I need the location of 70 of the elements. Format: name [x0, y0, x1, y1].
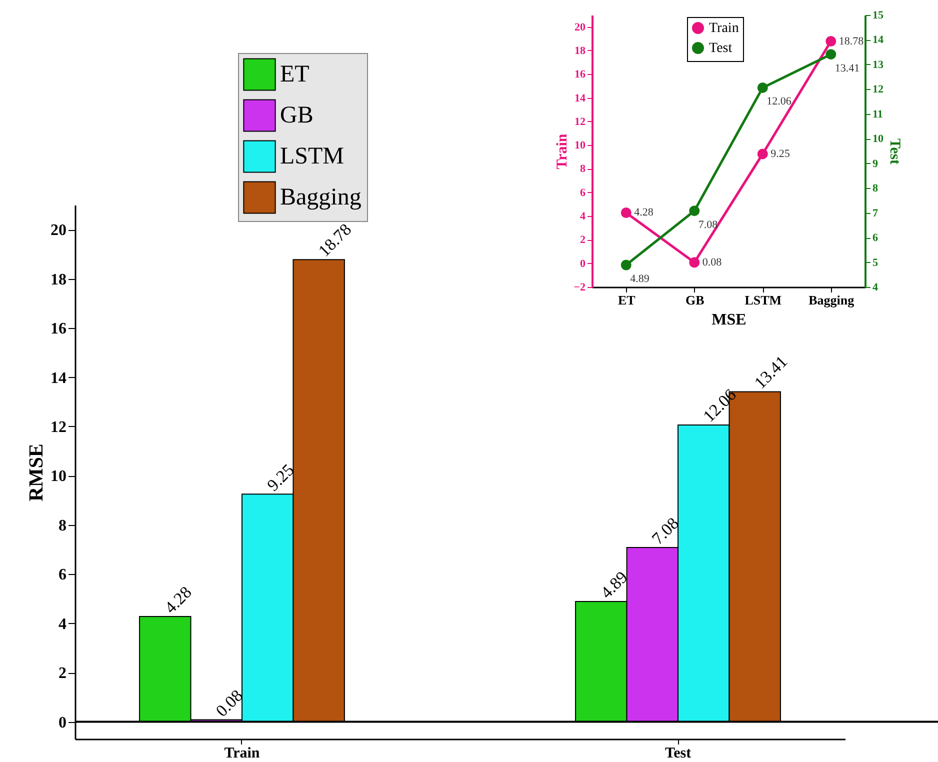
y-tick-label: 16 — [50, 320, 66, 338]
y2-tick-label: 8 — [872, 182, 878, 195]
y-tick-label: 10 — [50, 468, 66, 486]
y-tick-label: 6 — [580, 186, 586, 199]
legend-label: Test — [709, 41, 732, 56]
y-tick-label: 16 — [574, 68, 586, 81]
y2-tick-label: 6 — [872, 232, 878, 244]
y-tick-label: 12 — [50, 418, 66, 436]
x-tick-label: Bagging — [808, 292, 855, 308]
legend-label: Bagging — [280, 184, 362, 210]
y2-tick-label: 5 — [872, 256, 878, 269]
y-tick-label: 20 — [50, 222, 66, 240]
point — [689, 206, 700, 216]
data-label: 4.28 — [634, 206, 654, 219]
y2-tick-label: 10 — [872, 133, 884, 146]
y2-tick-label: 11 — [872, 108, 883, 120]
y2-tick-label: 7 — [872, 207, 878, 220]
data-label: 4.89 — [596, 568, 632, 602]
x-tick-label: ET — [618, 292, 636, 308]
data-label: 9.25 — [263, 460, 298, 495]
y-tick-label: 4 — [58, 616, 66, 633]
legend-label: GB — [280, 102, 314, 128]
legend-label: LSTM — [280, 144, 344, 170]
point — [826, 36, 836, 46]
y-tick-label: 0 — [580, 258, 586, 270]
y-tick-label: 12 — [574, 116, 586, 128]
point — [620, 260, 632, 270]
y-tick-label: 8 — [580, 163, 586, 176]
legend-label: ET — [280, 62, 310, 88]
x-tick-label: GB — [685, 292, 705, 308]
point — [757, 82, 768, 93]
data-label: 0.08 — [702, 256, 722, 268]
y-axis-title: RMSE — [26, 444, 48, 502]
data-label: 9.25 — [770, 148, 790, 160]
data-label: 18.78 — [838, 35, 864, 48]
y2-axis-title: Test — [886, 138, 902, 165]
data-label: 0.08 — [212, 686, 247, 721]
y-axis-title: Train — [554, 133, 571, 170]
x-axis-title: MSE — [712, 312, 746, 328]
y-tick-label: 8 — [58, 517, 66, 534]
x-tick-label: LSTM — [744, 292, 782, 308]
y-tick-label: 18 — [50, 271, 66, 288]
y2-tick-label: 13 — [872, 58, 884, 71]
data-label: 13.41 — [834, 62, 860, 74]
y2-tick-label: 15 — [872, 10, 884, 22]
y-tick-label: 10 — [574, 140, 586, 152]
y-tick-label: 18 — [574, 44, 586, 57]
data-label: 4.89 — [630, 272, 650, 285]
y2-tick-label: 4 — [872, 282, 878, 294]
y-tick-label: 0 — [58, 714, 66, 732]
point — [620, 208, 632, 218]
data-label: 12.06 — [766, 96, 792, 108]
y-tick-label: −2 — [574, 282, 586, 294]
y-tick-label: 4 — [580, 210, 586, 223]
point — [826, 49, 836, 60]
y2-tick-label: 14 — [872, 34, 884, 46]
y-tick-label: 2 — [58, 665, 66, 682]
y2-tick-label: 9 — [872, 158, 878, 170]
point — [689, 257, 700, 268]
data-label: 7.08 — [648, 514, 683, 548]
point — [757, 148, 768, 160]
y-tick-label: 20 — [574, 21, 586, 34]
y2-tick-label: 12 — [872, 84, 884, 96]
y-tick-label: 6 — [58, 566, 66, 584]
y-tick-label: 14 — [50, 370, 66, 387]
data-label: 4.28 — [160, 582, 196, 618]
y-tick-label: 2 — [580, 234, 586, 246]
legend-label: Train — [709, 21, 739, 36]
data-label: 7.08 — [698, 218, 718, 231]
y-tick-label: 14 — [574, 92, 586, 104]
